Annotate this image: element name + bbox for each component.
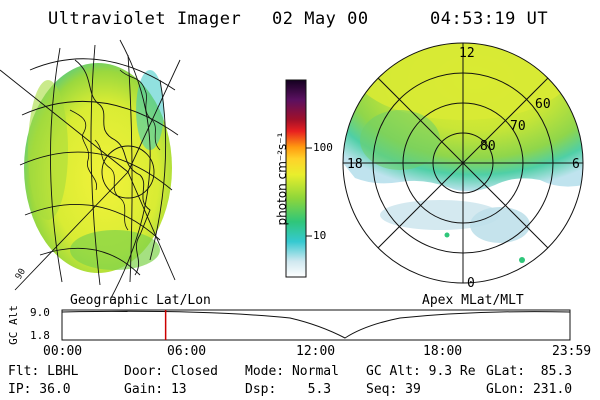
mlt-label-12: 12 [459,46,475,61]
altitude-tick-high: 9.0 [30,306,50,319]
instrument-title: Ultraviolet Imager [48,9,242,29]
mlt-label-0: 0 [467,276,475,291]
color-bar [285,79,312,278]
time-label: 04:53:19 UT [430,9,549,29]
altitude-curve [61,310,571,339]
glon-info: GLon: 231.0 [486,382,573,397]
seq-info: Seq: 39 [366,382,421,397]
altitude-tick-low: 1.8 [30,329,50,342]
time-tick-1200: 12:00 [296,344,336,359]
date-label: 02 May 00 [272,9,369,29]
glat-info: GLat: 85.3 [486,364,573,379]
mlat-label-60: 60 [535,97,551,112]
tick-mark: 90 [14,267,28,281]
coastline [74,59,151,276]
gc-alt-info: GC Alt: 9.3 Re [366,364,476,379]
time-tick-2359: 23:59 [552,344,592,359]
dsp-info: Dsp: 5.3 [245,382,332,397]
colorbar-unit-label: photon cm⁻²s⁻¹ [275,132,289,226]
geographic-grid [0,39,181,301]
right-panel-label: Apex MLat/MLT [422,293,524,308]
time-tick-1800: 18:00 [423,344,463,359]
mode-info: Mode: Normal [245,364,339,379]
mlat-label-80: 80 [480,139,496,154]
colorbar-tick-10: 10 [313,229,327,242]
gain-info: Gain: 13 [124,382,187,397]
mlt-label-18: 18 [347,157,363,172]
altitude-y-label: GC Alt [7,305,20,345]
ip-info: IP: 36.0 [8,382,71,397]
colorbar-tick-100: 100 [313,141,333,154]
door-info: Door: Closed [124,364,218,379]
mlt-label-6: 6 [572,157,580,172]
mlat-label-70: 70 [510,119,526,134]
filter-info: Flt: LBHL [8,364,79,379]
time-tick-0000: 00:00 [43,344,83,359]
time-tick-0600: 06:00 [167,344,207,359]
polar-grid [342,42,584,284]
geographic-image: 90 [0,39,181,301]
left-panel-label: Geographic Lat/Lon [70,293,211,308]
altitude-plot [61,309,571,341]
